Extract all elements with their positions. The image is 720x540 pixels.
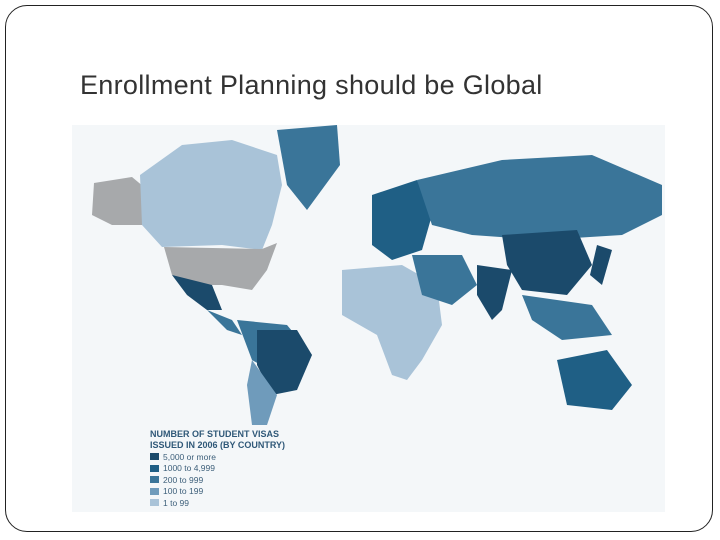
south-america-south <box>247 360 277 425</box>
legend-title-line2: ISSUED IN 2006 (BY COUNTRY) <box>150 440 286 450</box>
europe <box>372 180 432 260</box>
africa <box>342 265 442 380</box>
southeast-asia <box>522 295 612 340</box>
world-map-shapes <box>92 125 662 425</box>
mexico <box>172 275 222 310</box>
legend-swatch <box>150 499 159 507</box>
brazil <box>257 330 312 395</box>
legend-item: 200 to 999 <box>150 474 285 486</box>
legend-item: 1000 to 4,999 <box>150 463 285 475</box>
legend-label: 5,000 or more <box>163 451 216 462</box>
usa <box>164 243 277 290</box>
legend-label: 1 to 99 <box>163 497 189 508</box>
legend-item: 100 to 199 <box>150 486 285 498</box>
legend-label: 1000 to 4,999 <box>163 463 215 474</box>
slide-title: Enrollment Planning should be Global <box>80 70 543 100</box>
central-america <box>207 310 242 335</box>
canada <box>140 140 282 250</box>
russia <box>417 155 662 240</box>
china <box>502 230 592 295</box>
legend-swatch <box>150 464 159 472</box>
slide-frame <box>5 5 713 532</box>
legend-label: 100 to 199 <box>163 486 204 497</box>
legend-title-line1: NUMBER OF STUDENT VISAS <box>150 429 280 439</box>
legend-swatch <box>150 476 159 484</box>
greenland <box>277 125 340 210</box>
australia <box>557 350 632 410</box>
legend-swatch <box>150 453 159 461</box>
middle-east <box>412 255 477 305</box>
legend-swatch <box>150 487 159 495</box>
map-legend: NUMBER OF STUDENT VISAS ISSUED IN 2006 (… <box>150 429 285 509</box>
alaska <box>92 177 144 225</box>
legend-item: 5,000 or more <box>150 451 285 463</box>
legend-label: 200 to 999 <box>163 474 204 485</box>
india <box>477 265 512 320</box>
world-map: NUMBER OF STUDENT VISAS ISSUED IN 2006 (… <box>72 125 665 512</box>
legend-item: 1 to 99 <box>150 497 285 509</box>
japan <box>590 245 612 285</box>
